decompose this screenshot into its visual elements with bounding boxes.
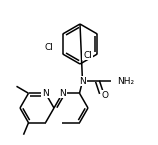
Text: N: N <box>79 77 86 86</box>
Text: NH₂: NH₂ <box>118 77 135 86</box>
Text: O: O <box>102 91 109 100</box>
Text: N: N <box>59 89 66 98</box>
Text: N: N <box>42 89 49 98</box>
Text: Cl: Cl <box>45 42 54 51</box>
Text: Cl: Cl <box>83 50 92 59</box>
